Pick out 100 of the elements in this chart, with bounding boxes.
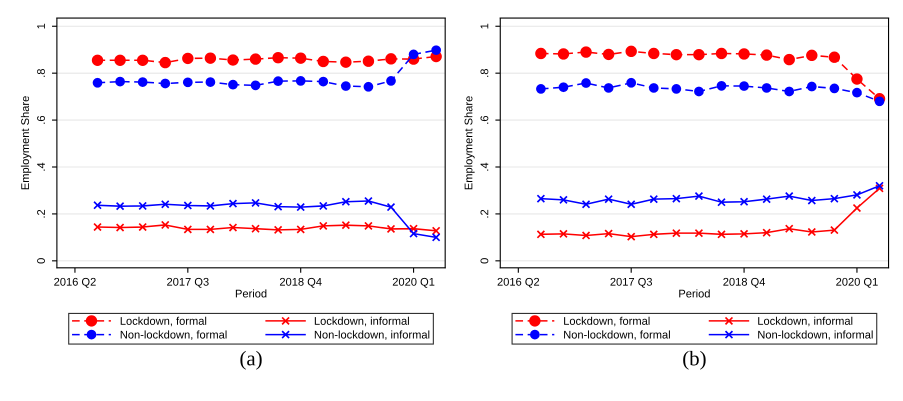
point — [138, 202, 147, 210]
point — [318, 202, 328, 210]
x-tick-label: 2018 Q4 — [280, 278, 322, 288]
point — [227, 54, 239, 66]
y-axis-title: Employment Share — [464, 96, 475, 190]
point — [93, 200, 102, 210]
point — [250, 80, 260, 90]
point — [830, 194, 839, 203]
y-tick-label: .6 — [37, 116, 45, 124]
x-tick-label: 2016 Q2 — [54, 278, 96, 288]
point — [138, 222, 147, 232]
point — [204, 52, 216, 64]
point — [206, 77, 216, 87]
x-tick-label: 2020 Q1 — [392, 278, 434, 288]
point — [340, 56, 352, 68]
point — [535, 48, 547, 60]
point — [830, 84, 840, 94]
point — [342, 197, 350, 206]
point — [672, 194, 681, 203]
point — [342, 220, 350, 230]
point — [274, 202, 282, 211]
point — [228, 80, 238, 90]
point — [602, 48, 614, 60]
point — [626, 46, 637, 58]
point — [364, 196, 373, 206]
point — [206, 202, 215, 210]
point — [362, 56, 374, 67]
point — [694, 192, 704, 200]
point — [580, 46, 592, 58]
point — [762, 194, 771, 204]
point — [784, 54, 795, 66]
y-tick-label: 0 — [37, 258, 45, 264]
point — [536, 194, 546, 203]
point — [670, 48, 682, 60]
x-tick-label: 2018 Q4 — [723, 278, 766, 288]
point — [160, 200, 170, 209]
legend-label: Lockdown, informal — [758, 316, 852, 326]
x-tick-label: 2017 Q3 — [167, 278, 209, 288]
point — [694, 86, 704, 96]
point — [340, 81, 351, 91]
point — [92, 78, 102, 88]
point — [431, 45, 442, 56]
point — [536, 230, 546, 239]
legend-label: Lockdown, formal — [564, 316, 650, 326]
y-tick-label: 1 — [480, 24, 488, 28]
point — [784, 192, 794, 200]
point — [408, 50, 418, 60]
point — [762, 228, 771, 237]
point — [114, 54, 126, 66]
point — [409, 224, 418, 233]
point — [296, 76, 306, 86]
point — [626, 232, 636, 241]
point — [364, 82, 374, 92]
point — [318, 76, 328, 86]
point — [717, 198, 726, 206]
point — [852, 190, 862, 200]
point — [807, 196, 816, 205]
point — [136, 54, 148, 66]
point — [760, 49, 772, 61]
point — [582, 200, 590, 209]
point — [296, 225, 306, 234]
point — [251, 198, 260, 208]
point — [250, 53, 262, 65]
text: (b) — [683, 350, 706, 370]
point — [582, 231, 590, 240]
point — [875, 184, 884, 193]
point — [762, 83, 772, 93]
point — [648, 48, 660, 60]
point — [386, 76, 396, 86]
point — [386, 202, 396, 212]
point — [182, 52, 194, 64]
point — [116, 223, 124, 232]
point — [559, 230, 568, 238]
legend-label: Non-lockdown, formal — [120, 330, 227, 340]
point — [672, 228, 681, 238]
point — [559, 196, 568, 204]
point — [536, 84, 546, 94]
point — [272, 52, 284, 64]
point — [116, 202, 124, 210]
point — [581, 78, 591, 88]
y-tick-label: 0 — [480, 258, 488, 264]
x-tick-label: 2020 Q1 — [836, 278, 878, 288]
point — [852, 88, 862, 98]
y-tick-label: 1 — [37, 24, 45, 28]
x-axis-title: Period — [679, 289, 710, 298]
point — [206, 225, 215, 234]
y-tick-label: .8 — [480, 69, 488, 77]
point — [648, 83, 659, 93]
point — [184, 201, 192, 210]
y-tick-label: .2 — [37, 210, 45, 218]
point — [649, 230, 658, 239]
point — [160, 78, 170, 88]
point — [409, 229, 418, 238]
point — [851, 73, 863, 85]
point — [604, 229, 613, 238]
point — [160, 220, 170, 230]
point — [228, 199, 238, 208]
point — [694, 228, 704, 238]
y-tick-label: .6 — [480, 116, 488, 124]
point — [182, 77, 193, 88]
